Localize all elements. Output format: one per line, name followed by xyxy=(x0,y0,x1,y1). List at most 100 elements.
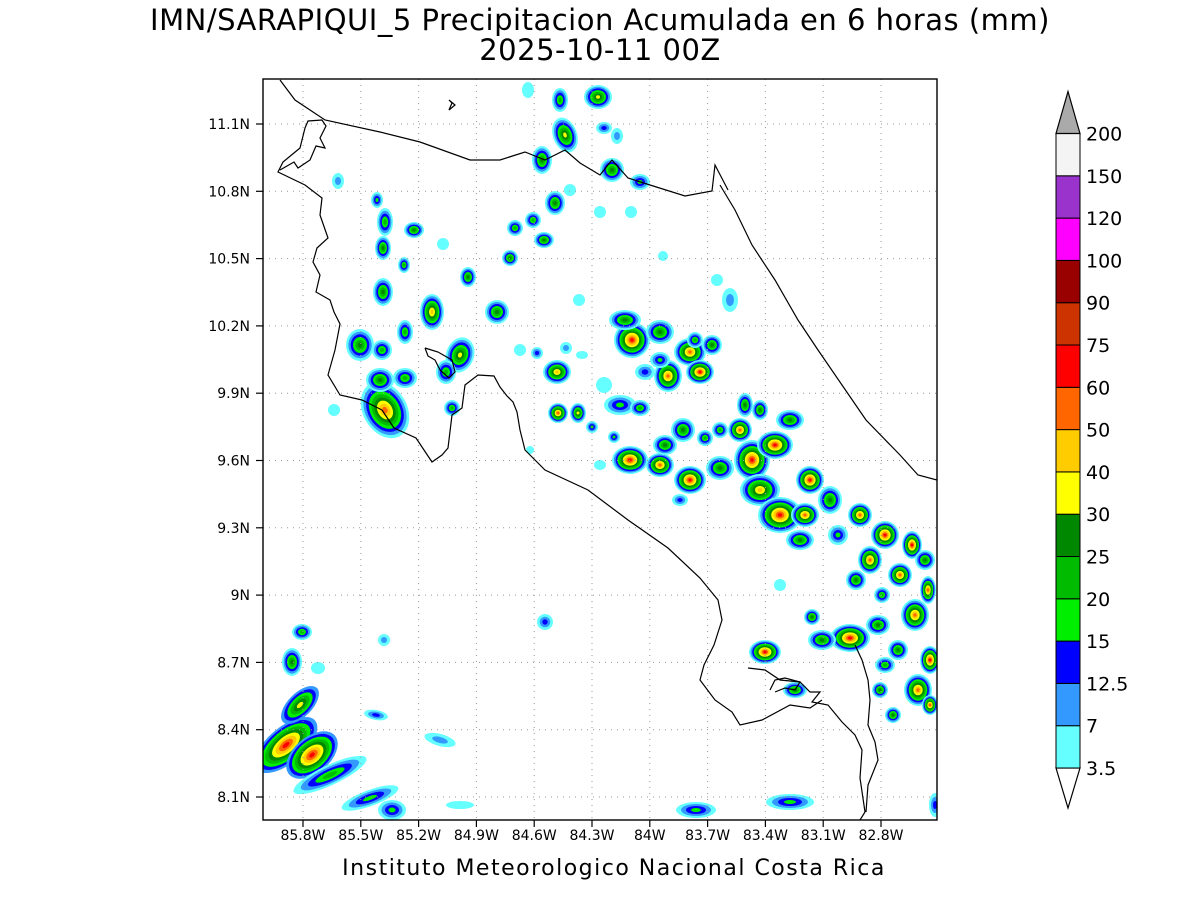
rain-cell xyxy=(372,340,392,360)
rain-contour-level-10 xyxy=(282,741,290,749)
rain-cell xyxy=(360,381,410,439)
rain-cell xyxy=(608,431,620,443)
colorbar-low-arrow xyxy=(1055,767,1081,811)
rain-contour-level-6 xyxy=(710,343,714,347)
lon-label: 84W xyxy=(634,828,666,844)
rain-contour-level-10 xyxy=(808,478,812,482)
map-frame xyxy=(262,78,938,821)
rain-contour-level-2 xyxy=(726,294,734,306)
rain-contour-level-9 xyxy=(913,613,917,617)
rain-cell xyxy=(522,82,534,98)
rain-cell xyxy=(818,486,842,514)
rain-contour-level-6 xyxy=(758,408,762,412)
rain-cell xyxy=(885,707,901,723)
rain-contour-level-9 xyxy=(916,688,920,692)
nicaragua-border-coast xyxy=(279,79,729,197)
rain-contour-level-5 xyxy=(883,663,887,667)
rain-cell xyxy=(858,546,882,574)
rain-cell xyxy=(311,662,325,674)
colorbar-label: 25 xyxy=(1086,547,1110,569)
rain-contour-level-9 xyxy=(858,513,862,517)
caribbean-coast xyxy=(719,184,937,481)
rain-cell xyxy=(460,267,476,287)
lon-label: 83.4W xyxy=(743,828,788,844)
colorbar-swatch xyxy=(1055,513,1081,558)
rain-cell xyxy=(366,368,394,392)
rain-cell xyxy=(706,456,734,480)
rain-cell xyxy=(531,347,543,359)
rain-contour-level-1 xyxy=(576,351,588,359)
colorbar-swatch xyxy=(1055,259,1081,304)
rain-cell xyxy=(570,403,586,423)
rain-cell xyxy=(596,122,612,134)
rain-contour-level-3 xyxy=(535,351,539,355)
rain-contour-level-9 xyxy=(658,463,662,467)
colorbar-swatch xyxy=(1055,175,1081,219)
rain-contour-level-5 xyxy=(402,376,408,380)
rain-contour-level-5 xyxy=(383,219,387,225)
rain-cell xyxy=(614,322,650,358)
rain-contour-level-6 xyxy=(290,659,294,665)
rain-cell xyxy=(281,686,319,724)
colorbar-label: 3.5 xyxy=(1086,758,1116,780)
coastlines-borders xyxy=(277,79,937,820)
rain-contour-level-7 xyxy=(596,95,600,99)
rain-cell xyxy=(397,320,413,344)
rain-contour-level-6 xyxy=(876,623,880,627)
rain-cell xyxy=(552,117,578,153)
colorbar-label: 90 xyxy=(1086,293,1110,315)
rain-contour-level-1 xyxy=(594,460,606,470)
rain-cell xyxy=(378,800,406,820)
rain-contour-level-2 xyxy=(381,637,387,643)
rain-cell xyxy=(573,294,585,306)
rain-cell xyxy=(766,794,814,810)
rain-contour-level-5 xyxy=(703,436,707,440)
colorbar-swatch xyxy=(1055,471,1081,515)
rain-cell xyxy=(697,430,713,446)
rain-contour-level-10 xyxy=(910,543,914,547)
lat-label: 9.6N xyxy=(217,454,250,470)
rain-cell xyxy=(796,466,824,494)
rain-contour-level-3 xyxy=(933,801,937,809)
rain-contour-level-2 xyxy=(563,345,569,351)
rain-cell xyxy=(263,716,318,774)
rain-cell xyxy=(702,335,722,355)
rain-cell xyxy=(532,146,552,174)
colorbar-swatch xyxy=(1055,640,1081,684)
rain-contour-level-10 xyxy=(763,650,767,654)
rain-cell xyxy=(875,657,895,673)
colorbar-label: 120 xyxy=(1086,208,1122,230)
rain-contour-level-9 xyxy=(868,558,872,562)
rain-contour-level-4 xyxy=(835,532,841,538)
rain-contour-level-4 xyxy=(612,435,616,439)
rain-contour-level-1 xyxy=(311,662,325,674)
colorbar-label: 100 xyxy=(1086,250,1122,272)
colorbar-swatch xyxy=(1055,598,1081,642)
lat-label: 8.7N xyxy=(217,655,250,671)
rain-cell xyxy=(346,329,374,361)
rain-contour-level-4 xyxy=(616,402,624,408)
rain-contour-level-6 xyxy=(896,648,900,652)
rain-contour-level-10 xyxy=(848,636,852,640)
lon-label: 85.2W xyxy=(396,828,441,844)
rain-cell xyxy=(576,351,588,359)
rain-cell xyxy=(594,460,606,470)
rain-contour-level-3 xyxy=(601,126,607,130)
rain-contour-level-6 xyxy=(891,713,895,717)
colorbar-swatch xyxy=(1055,725,1081,769)
lat-label: 8.4N xyxy=(217,723,250,739)
rain-cell xyxy=(560,342,572,354)
rain-contour-level-6 xyxy=(377,378,383,382)
rain-contour-level-1 xyxy=(711,274,723,286)
rain-contour-level-8 xyxy=(555,370,559,374)
rain-contour-level-9 xyxy=(556,411,560,415)
longitude-labels: 85.8W 85.5W 85.2W 84.9W 84.6W 84.3W 84W 83.7W 83… xyxy=(280,828,903,844)
rain-cell xyxy=(828,525,848,545)
lon-label: 84.3W xyxy=(569,828,614,844)
rain-cell xyxy=(420,294,444,330)
rain-cell xyxy=(846,570,866,590)
rain-cell xyxy=(687,332,703,348)
rain-cell xyxy=(596,377,612,393)
rain-cell xyxy=(737,393,753,417)
